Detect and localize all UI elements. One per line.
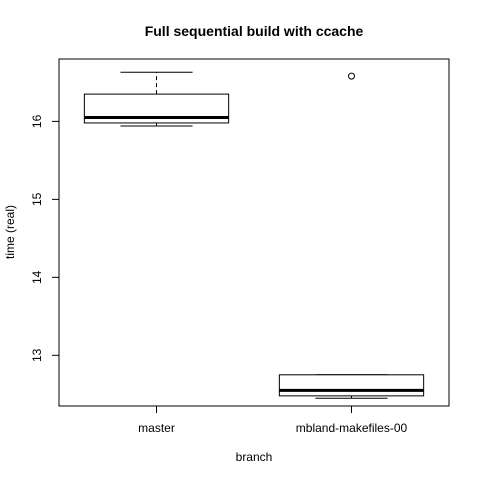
chart-marks: 13 14 15 16 master mbland-makefiles-00	[30, 71, 425, 435]
x-tick-label: master	[138, 421, 175, 435]
x-axis-label: branch	[236, 450, 273, 464]
x-tick-label: mbland-makefiles-00	[296, 421, 408, 435]
box	[278, 374, 425, 397]
outlier-point	[348, 72, 355, 80]
y-axis-label: time (real)	[3, 205, 17, 259]
chart-title: Full sequential build with ccache	[145, 23, 364, 39]
y-tick-label: 14	[30, 270, 44, 284]
y-tick-label: 13	[30, 348, 44, 362]
y-tick-label: 16	[30, 114, 44, 128]
y-tick-label: 15	[30, 192, 44, 206]
